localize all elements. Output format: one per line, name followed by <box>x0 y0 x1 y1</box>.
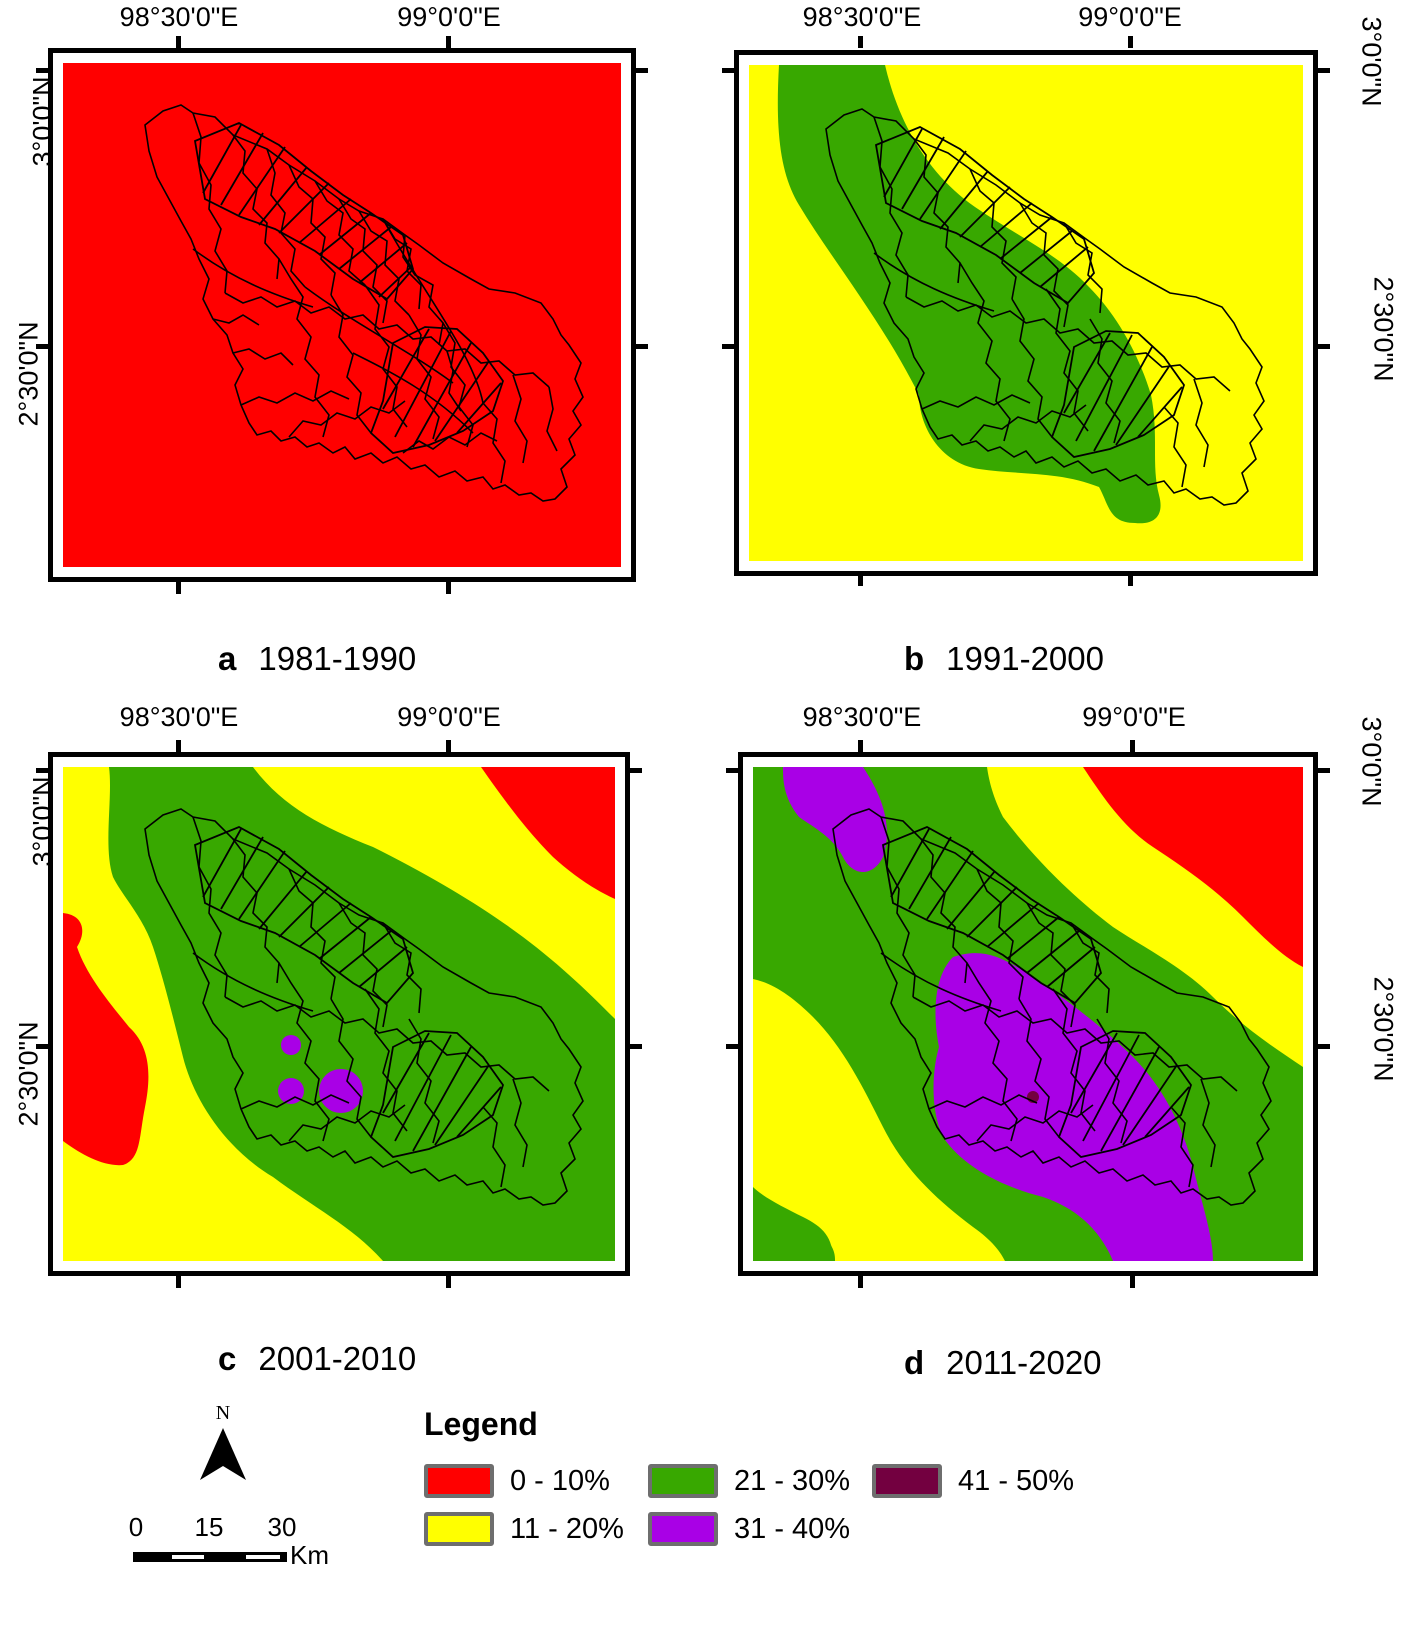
watershed-boundary <box>832 808 1272 1206</box>
map-canvas-b <box>749 65 1303 561</box>
caption-letter: c <box>218 1340 237 1377</box>
north-arrow-icon <box>200 1428 246 1480</box>
legend-swatch <box>424 1464 494 1498</box>
caption-period: 1981-1990 <box>258 640 417 677</box>
caption-d: d 2011-2020 <box>904 1344 1102 1382</box>
caption-period: 1991-2000 <box>946 640 1104 677</box>
lon-label-right: 99°0'0"E <box>1078 2 1182 32</box>
hatched-zone <box>874 126 1185 458</box>
caption-letter: d <box>904 1344 925 1381</box>
lat-label-bottom: 2°30'0"N <box>1368 976 1399 1082</box>
class-21-30-zone <box>108 767 615 1261</box>
lon-label-left: 98°30'0"E <box>802 702 922 732</box>
caption-a: a 1981-1990 <box>218 640 416 678</box>
map-canvas-d <box>753 767 1303 1261</box>
lat-label-bottom: 2°30'0"N <box>13 321 44 427</box>
legend-item-0-10: 0 - 10% <box>424 1464 610 1498</box>
watershed-boundary <box>144 808 584 1206</box>
legend-item-41-50: 41 - 50% <box>872 1464 1074 1498</box>
caption-period: 2011-2020 <box>946 1344 1102 1381</box>
watershed-boundary <box>825 108 1265 506</box>
scale-tick-30: 30 <box>267 1512 297 1542</box>
class-0-10-zone <box>63 913 149 1166</box>
map-frame-a <box>48 48 636 582</box>
scale-unit: Km <box>290 1540 329 1570</box>
map-canvas-a <box>63 63 621 567</box>
legend-label: 21 - 30% <box>734 1464 851 1497</box>
class-0-10-zone <box>481 767 615 899</box>
legend-swatch <box>872 1464 942 1498</box>
caption-b: b 1991-2000 <box>904 640 1104 678</box>
lon-label-right: 99°0'0"E <box>397 2 501 32</box>
legend-item-11-20: 11 - 20% <box>424 1512 624 1546</box>
legend-item-31-40: 31 - 40% <box>648 1512 850 1546</box>
legend-item-21-30: 21 - 30% <box>648 1464 850 1498</box>
caption-letter: a <box>218 640 237 677</box>
map-frame-d <box>738 752 1318 1276</box>
caption-letter: b <box>904 640 925 677</box>
lon-label-right: 99°0'0"E <box>1082 702 1186 732</box>
lat-label-bottom: 2°30'0"N <box>1368 276 1399 382</box>
legend-label: 11 - 20% <box>510 1512 624 1545</box>
lat-label-bottom: 2°30'0"N <box>13 1021 44 1127</box>
scale-bar-graphic <box>133 1552 287 1562</box>
hatched-zone <box>193 122 504 454</box>
legend-swatch <box>424 1512 494 1546</box>
caption-period: 2001-2010 <box>258 1340 417 1377</box>
legend-label: 0 - 10% <box>510 1464 610 1497</box>
legend-swatch <box>648 1464 718 1498</box>
class-31-40-zone <box>319 1069 363 1113</box>
class-31-40-zone <box>783 767 887 872</box>
map-canvas-c <box>63 767 615 1261</box>
hatched-zone <box>193 826 504 1158</box>
map-frame-b <box>734 50 1318 576</box>
class-31-40-zone <box>933 953 1213 1261</box>
lat-label-top: 3°0'0"N <box>1356 716 1387 807</box>
lon-label-left: 98°30'0"E <box>119 2 239 32</box>
lon-label-left: 98°30'0"E <box>119 702 239 732</box>
hatched-zone <box>881 826 1192 1158</box>
class-21-30-zone <box>777 65 1161 524</box>
class-21-30-zone <box>753 1197 835 1261</box>
legend-label: 41 - 50% <box>958 1464 1075 1497</box>
legend-swatch <box>648 1512 718 1546</box>
lat-label-top: 3°0'0"N <box>1356 16 1387 107</box>
lon-label-right: 99°0'0"E <box>397 702 501 732</box>
legend-label: 31 - 40% <box>734 1512 851 1545</box>
scale-tick-15: 15 <box>194 1512 224 1542</box>
map-frame-c <box>48 752 630 1276</box>
north-arrow: N <box>196 1402 250 1482</box>
scale-tick-0: 0 <box>128 1512 144 1542</box>
north-label: N <box>215 1402 231 1424</box>
class-11-20-zone <box>753 979 1005 1261</box>
legend-title: Legend <box>424 1406 538 1442</box>
caption-c: c 2001-2010 <box>218 1340 416 1378</box>
class-31-40-zone <box>281 1035 301 1055</box>
lon-label-left: 98°30'0"E <box>802 2 922 32</box>
class-0-10-zone <box>1083 767 1303 967</box>
class-0-10-zone <box>63 63 621 567</box>
